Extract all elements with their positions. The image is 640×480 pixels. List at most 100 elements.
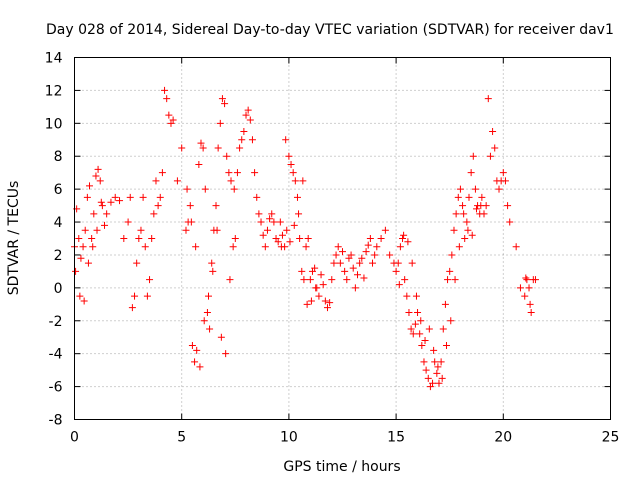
data-point bbox=[299, 177, 307, 185]
data-point bbox=[150, 210, 158, 218]
x-tick-label: 5 bbox=[177, 430, 186, 446]
data-point bbox=[257, 218, 265, 226]
data-point bbox=[236, 144, 244, 152]
data-point bbox=[531, 276, 539, 284]
data-point bbox=[238, 136, 246, 144]
data-point bbox=[447, 317, 455, 325]
data-point bbox=[217, 333, 225, 341]
data-point bbox=[371, 251, 379, 259]
data-point bbox=[268, 210, 276, 218]
data-point bbox=[226, 276, 234, 284]
y-tick-label: -4 bbox=[49, 347, 63, 363]
data-point bbox=[435, 379, 443, 387]
data-point bbox=[341, 267, 349, 275]
data-point bbox=[188, 341, 196, 349]
data-point bbox=[516, 284, 524, 292]
data-point bbox=[79, 243, 87, 251]
data-point bbox=[81, 226, 89, 234]
data-point bbox=[156, 193, 164, 201]
data-point bbox=[525, 284, 533, 292]
data-point bbox=[300, 276, 308, 284]
data-point bbox=[408, 259, 416, 267]
data-point bbox=[469, 152, 477, 160]
data-point bbox=[405, 309, 413, 317]
data-point bbox=[454, 193, 462, 201]
data-point bbox=[360, 274, 368, 282]
data-point bbox=[277, 243, 285, 251]
data-point bbox=[358, 254, 366, 262]
data-point bbox=[526, 300, 534, 308]
data-point bbox=[154, 202, 162, 210]
data-point bbox=[187, 218, 195, 226]
x-tick-label: 20 bbox=[494, 430, 512, 446]
data-point bbox=[451, 276, 459, 284]
data-point bbox=[191, 358, 199, 366]
data-point bbox=[148, 235, 156, 242]
data-point bbox=[76, 292, 84, 300]
data-point bbox=[290, 221, 298, 229]
data-point bbox=[512, 243, 520, 251]
data-point bbox=[193, 346, 201, 354]
data-point bbox=[75, 235, 83, 242]
data-point bbox=[253, 193, 261, 201]
data-point bbox=[414, 309, 422, 317]
data-point bbox=[169, 116, 177, 124]
data-point bbox=[263, 226, 271, 234]
x-tick-label: 10 bbox=[280, 430, 298, 446]
data-point bbox=[446, 267, 454, 275]
data-point bbox=[326, 299, 334, 307]
data-point bbox=[84, 259, 92, 267]
data-point bbox=[356, 259, 364, 267]
data-point bbox=[186, 202, 194, 210]
data-point bbox=[248, 136, 256, 144]
data-point bbox=[523, 276, 531, 284]
data-point bbox=[199, 144, 207, 152]
x-tick-label: 15 bbox=[387, 430, 405, 446]
data-point bbox=[399, 235, 407, 242]
data-point bbox=[131, 292, 139, 300]
data-point bbox=[411, 320, 419, 328]
data-point bbox=[339, 248, 346, 256]
data-point bbox=[501, 177, 509, 185]
tick-labels: 0 5 10 15 20 25 -8 -6 -4 -2 0 2 4 6 8 10 12 14 bbox=[45, 51, 620, 446]
data-point bbox=[222, 350, 230, 358]
data-point bbox=[403, 292, 411, 300]
y-tick-label: 2 bbox=[54, 248, 63, 264]
data-point bbox=[362, 248, 370, 256]
data-point bbox=[321, 297, 329, 305]
data-point bbox=[381, 226, 389, 234]
data-point bbox=[230, 185, 238, 193]
data-point bbox=[94, 165, 102, 173]
data-point bbox=[214, 144, 222, 152]
data-point bbox=[276, 218, 284, 226]
data-point bbox=[298, 267, 306, 275]
data-point bbox=[369, 259, 377, 267]
data-point bbox=[354, 271, 362, 279]
data-point bbox=[116, 197, 124, 205]
data-point bbox=[323, 304, 331, 312]
y-tick-label: 8 bbox=[54, 149, 63, 165]
y-tick-label: 10 bbox=[45, 116, 63, 132]
data-point bbox=[80, 297, 88, 305]
data-point bbox=[101, 221, 109, 229]
data-point bbox=[282, 136, 290, 144]
data-point bbox=[229, 243, 237, 251]
data-point bbox=[266, 215, 274, 223]
data-point bbox=[328, 276, 336, 284]
data-point bbox=[126, 193, 134, 201]
y-tick-label: -8 bbox=[49, 413, 63, 429]
data-point bbox=[429, 379, 437, 387]
x-tick-label: 25 bbox=[602, 430, 620, 446]
data-point bbox=[259, 231, 267, 239]
data-point bbox=[395, 281, 403, 289]
data-point bbox=[90, 210, 98, 218]
data-point bbox=[315, 292, 323, 300]
data-point bbox=[223, 152, 231, 160]
data-point bbox=[205, 292, 212, 300]
data-point bbox=[173, 177, 181, 185]
data-point bbox=[163, 95, 171, 103]
data-point bbox=[504, 202, 512, 210]
y-tick-label: 12 bbox=[45, 83, 63, 99]
data-point bbox=[439, 325, 447, 333]
data-point bbox=[499, 169, 507, 177]
